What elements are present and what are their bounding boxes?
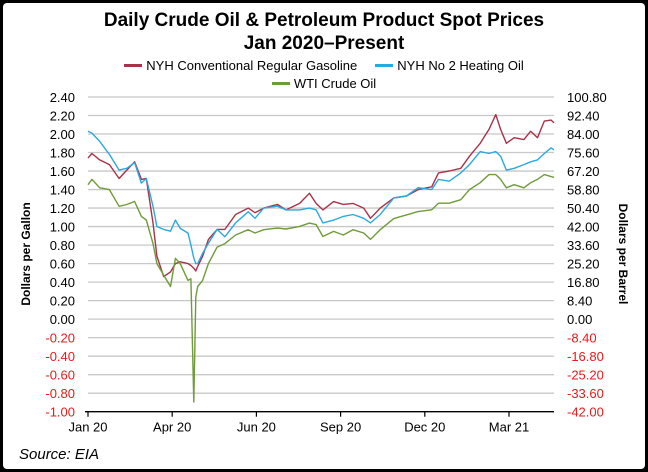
legend-label-gasoline: NYH Conventional Regular Gasoline xyxy=(146,58,358,73)
y-tick-label-right: -25.20 xyxy=(567,368,604,383)
y-tick-label-right: 84.00 xyxy=(567,127,600,142)
y-tick-label-right: 100.80 xyxy=(567,90,607,105)
legend-item-heating-oil: NYH No 2 Heating Oil xyxy=(375,58,524,73)
y-tick-label-left: 2.20 xyxy=(50,109,75,124)
x-tick-label: Jan 20 xyxy=(68,420,107,435)
x-tick-label: Dec 20 xyxy=(404,420,445,435)
x-tick-label: Apr 20 xyxy=(153,420,191,435)
y-axis-title-right: Dollars per Barrel xyxy=(616,204,630,305)
y-tick-label-right: 75.60 xyxy=(567,146,600,161)
legend: NYH Conventional Regular Gasoline NYH No… xyxy=(3,58,645,73)
y-tick-label-right: 42.00 xyxy=(567,220,600,235)
y-tick-label-right: 58.80 xyxy=(567,183,600,198)
y-tick-label-left: 0.60 xyxy=(50,257,75,272)
source-note: Source: EIA xyxy=(19,446,100,463)
y-tick-label-right: -42.00 xyxy=(567,405,604,420)
series-line-nyh-conventional-regular-gasoline xyxy=(87,113,555,278)
y-tick-label-left: -1.00 xyxy=(45,405,75,420)
series-line-nyh-no-2-heating-oil xyxy=(87,130,555,265)
legend-label-wti: WTI Crude Oil xyxy=(293,76,377,91)
legend-item-wti: WTI Crude Oil xyxy=(271,76,377,91)
y-tick-label-left: 1.20 xyxy=(50,201,75,216)
plot-area: 2.40 100.80 2.20 92.40 2.00 84.00 1.80 75.60 1.6… xyxy=(19,90,630,435)
y-tick-label-left: 2.00 xyxy=(50,127,75,142)
y-tick-label-left: -0.60 xyxy=(45,368,75,383)
chart-title: Daily Crude Oil & Petroleum Product Spot… xyxy=(103,10,545,31)
y-tick-label-right: 50.40 xyxy=(567,201,600,216)
y-tick-label-left: 1.40 xyxy=(50,183,75,198)
legend-swatch-wti xyxy=(271,82,290,85)
y-tick-label-left: 1.80 xyxy=(50,146,75,161)
x-tick-label: Jun 20 xyxy=(237,420,276,435)
y-tick-label-right: 8.40 xyxy=(567,294,592,309)
y-tick-label-right: 0.00 xyxy=(567,312,592,327)
y-tick-label-left: -0.20 xyxy=(45,331,75,346)
legend-row-2: WTI Crude Oil xyxy=(3,76,645,91)
y-tick-label-left: 1.00 xyxy=(50,220,75,235)
chart-subtitle: Jan 2020–Present xyxy=(243,33,405,54)
y-tick-label-right: 16.80 xyxy=(567,275,600,290)
y-tick-label-left: 1.60 xyxy=(50,164,75,179)
legend-item-gasoline: NYH Conventional Regular Gasoline xyxy=(124,58,357,73)
y-tick-label-right: 92.40 xyxy=(567,109,600,124)
legend-label-heating-oil: NYH No 2 Heating Oil xyxy=(397,58,524,73)
y-tick-label-right: -16.80 xyxy=(567,349,604,364)
chart-frame: Daily Crude Oil & Petroleum Product Spot… xyxy=(3,3,645,469)
y-tick-label-left: 2.40 xyxy=(50,90,75,105)
x-tick-label: Mar 21 xyxy=(489,420,529,435)
y-tick-label-left: 0.40 xyxy=(50,275,75,290)
series-line-wti-crude-oil xyxy=(87,173,555,403)
y-tick-label-left: -0.80 xyxy=(45,386,75,401)
y-tick-label-right: -33.60 xyxy=(567,386,604,401)
y-tick-label-left: 0.00 xyxy=(50,312,75,327)
legend-swatch-gasoline xyxy=(124,64,143,67)
y-tick-label-right: 25.20 xyxy=(567,257,600,272)
y-tick-label-right: -8.40 xyxy=(567,331,597,346)
y-tick-label-right: 33.60 xyxy=(567,238,600,253)
y-tick-label-left: 0.20 xyxy=(50,294,75,309)
y-tick-label-left: -0.40 xyxy=(45,349,75,364)
legend-swatch-heating-oil xyxy=(375,64,394,67)
x-tick-label: Sep 20 xyxy=(320,420,361,435)
y-tick-label-right: 67.20 xyxy=(567,164,600,179)
y-tick-label-left: 0.80 xyxy=(50,238,75,253)
y-axis-title-left: Dollars per Gallon xyxy=(19,202,33,305)
